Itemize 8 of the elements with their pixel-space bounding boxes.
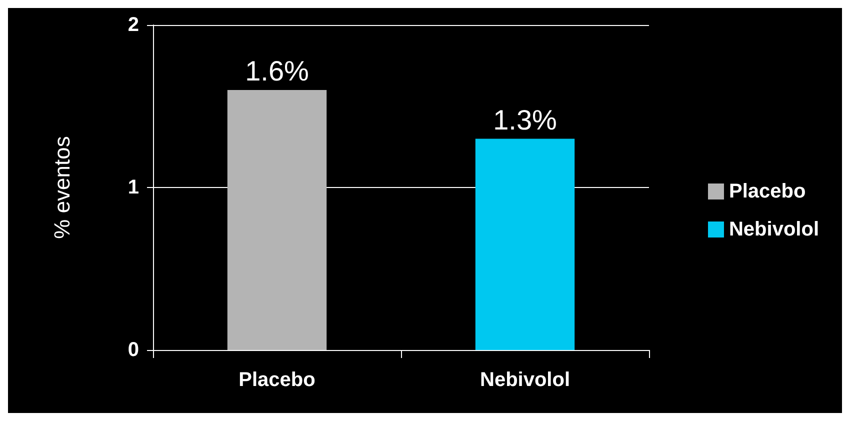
y-axis-title: % eventos <box>50 136 74 239</box>
legend-label: Placebo <box>728 180 806 202</box>
legend-label: Nebivolol <box>728 218 820 240</box>
data-label: 1.3% <box>493 104 557 136</box>
y-tick-label: 0 <box>128 339 139 361</box>
data-label: 1.6% <box>245 56 309 86</box>
y-tick-label: 1 <box>128 176 139 198</box>
y-tick-label: 2 <box>128 14 139 36</box>
